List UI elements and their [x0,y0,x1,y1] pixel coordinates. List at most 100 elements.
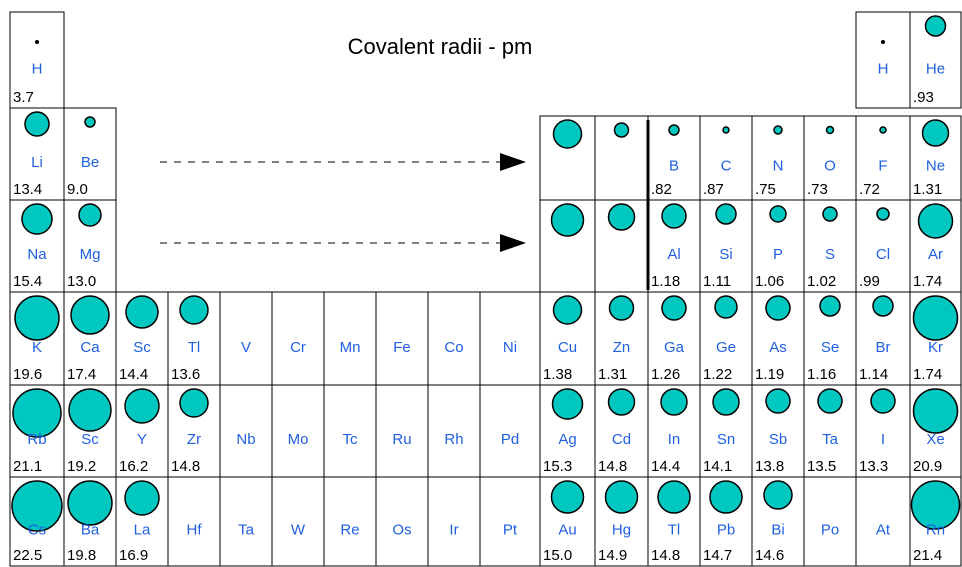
element-symbol: Na [27,246,47,263]
element-symbol: S [825,246,835,263]
radius-value: .87 [703,181,724,198]
element-symbol: Rh [444,431,463,448]
radius-value: 14.4 [651,458,680,475]
element-symbol: Be [81,154,99,171]
atom-circle [712,388,740,416]
atom-circle [657,480,691,514]
atom-circle [607,203,636,231]
element-symbol: Ni [503,339,517,356]
element-symbol: Ne [926,157,945,174]
atom-circle [550,203,585,237]
atom-circle [722,126,730,134]
element-symbol: Rn [926,521,945,538]
title: Covalent radii - pm [348,34,533,59]
element-symbol: F [878,157,887,174]
element-symbol: Zr [187,431,201,448]
radius-value: .93 [913,89,934,106]
radius-value: 9.0 [67,181,88,198]
atom-circle [870,388,896,414]
atom-circle [660,388,688,416]
radius-value: 16.2 [119,458,148,475]
arrow-head [500,153,526,171]
radius-value: 13.6 [171,366,200,383]
radius-value: .72 [859,181,880,198]
element-symbol: Y [137,431,147,448]
atom-circle [661,203,687,229]
element-symbol: Cu [558,339,577,356]
atom-circle [124,480,160,516]
atom-circle [924,15,947,37]
radius-value: 14.1 [703,458,732,475]
radius-value: 1.14 [859,366,888,383]
radius-value: 21.4 [913,547,942,564]
radius-value: 1.38 [543,366,572,383]
radius-value: 20.9 [913,458,942,475]
radius-value: 1.02 [807,273,836,290]
element-symbol: H [32,61,43,78]
radius-value: .73 [807,181,828,198]
atom-circle [613,122,630,138]
element-symbol: C [721,157,732,174]
atom-circle [822,206,838,222]
radius-value: 14.8 [171,458,200,475]
element-symbol: Re [340,521,359,538]
atom-circle [552,295,583,325]
atom-circle [668,124,680,136]
atom-circle [825,125,835,135]
radius-value: 14.9 [598,547,627,564]
element-symbol: Tl [188,339,201,356]
radius-value: 1.74 [913,273,942,290]
atom-circle [125,295,159,329]
atom-circle [551,388,584,420]
radius-value: 13.4 [13,181,42,198]
element-symbol: Se [821,339,839,356]
arrow-head [500,234,526,252]
element-symbol: Cd [612,431,631,448]
radius-value: 1.26 [651,366,680,383]
radius-value: 17.4 [67,366,96,383]
atom-circle [607,388,636,416]
radius-value: .99 [859,273,880,290]
atom-circle [819,295,841,317]
atom-circle [78,203,102,227]
element-symbol: O [824,157,836,174]
element-symbol: Nb [236,431,255,448]
element-symbol: Rb [27,431,46,448]
atom-circle [550,480,585,514]
radius-value: 1.31 [913,181,942,198]
element-symbol: Mn [340,339,361,356]
element-symbol: Sn [717,431,735,448]
radius-value: 19.8 [67,547,96,564]
radius-value: 13.3 [859,458,888,475]
element-symbol: V [241,339,251,356]
radius-value: .82 [651,181,672,198]
atom-circle [84,116,96,128]
element-symbol: Hf [187,521,203,538]
element-symbol: Al [667,246,680,263]
element-symbol: Hg [612,521,631,538]
atom-circle [21,203,53,235]
atom-circle [68,388,112,432]
radius-value: 13.0 [67,273,96,290]
element-symbol: Ru [392,431,411,448]
radius-value: 1.19 [755,366,784,383]
radius-value: .75 [755,181,776,198]
element-symbol: As [769,339,787,356]
element-symbol: Au [558,521,576,538]
radius-value: 14.4 [119,366,148,383]
atom-circle [917,203,954,239]
element-symbol: Pt [503,521,518,538]
radius-value: 15.4 [13,273,42,290]
atom-circle [912,295,959,341]
atom-circle [714,295,738,319]
radius-value: 1.74 [913,366,942,383]
radius-value: 1.31 [598,366,627,383]
atom-circle [11,480,63,532]
atom-circle [765,388,791,414]
radius-value: 13.5 [807,458,836,475]
element-symbol: Ta [238,521,255,538]
radius-value: 16.9 [119,547,148,564]
atom-circle [70,295,110,335]
element-symbol: Pb [717,521,735,538]
